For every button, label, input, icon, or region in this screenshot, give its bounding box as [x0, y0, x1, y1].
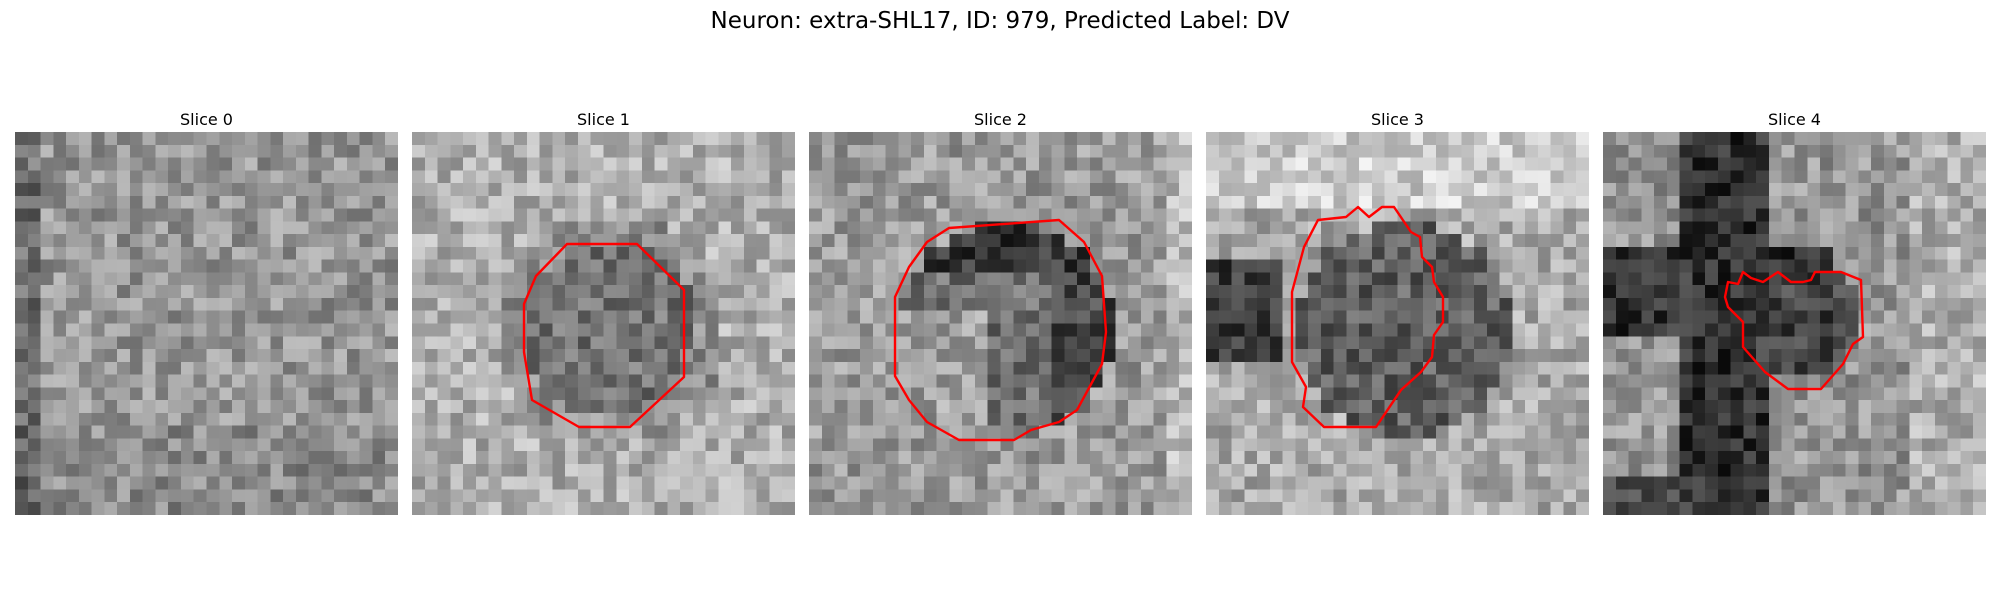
slice-title: Slice 0 [180, 110, 233, 129]
roi-contour [893, 218, 1108, 442]
slice-image [1603, 132, 1986, 515]
slice-panel-0: Slice 0 [15, 108, 398, 515]
slice-title: Slice 4 [1768, 110, 1821, 129]
roi-contour [1290, 205, 1445, 429]
slice-title: Slice 1 [577, 110, 630, 129]
slice-image [809, 132, 1192, 515]
grayscale-image [1603, 132, 1986, 515]
slice-panel-4: Slice 4 [1603, 108, 1986, 515]
slice-panel-1: Slice 1 [412, 108, 795, 515]
figure-title: Neuron: extra-SHL17, ID: 979, Predicted … [710, 8, 1290, 34]
roi-contour [522, 242, 686, 429]
contour-overlay [1290, 205, 1445, 429]
contour-overlay [15, 132, 398, 515]
slice-image [1206, 132, 1589, 515]
grayscale-image [809, 132, 1192, 515]
grayscale-image [412, 132, 795, 515]
slice-title: Slice 3 [1371, 110, 1424, 129]
contour-overlay [893, 218, 1108, 442]
grayscale-image [1206, 132, 1589, 515]
roi-contour [1723, 270, 1865, 391]
slice-image [15, 132, 398, 515]
slice-title: Slice 2 [974, 110, 1027, 129]
slice-image [412, 132, 795, 515]
slice-panel-3: Slice 3 [1206, 108, 1589, 515]
grayscale-image [15, 132, 398, 515]
slice-panel-2: Slice 2 [809, 108, 1192, 515]
contour-overlay [1723, 270, 1865, 391]
contour-overlay [522, 242, 686, 429]
